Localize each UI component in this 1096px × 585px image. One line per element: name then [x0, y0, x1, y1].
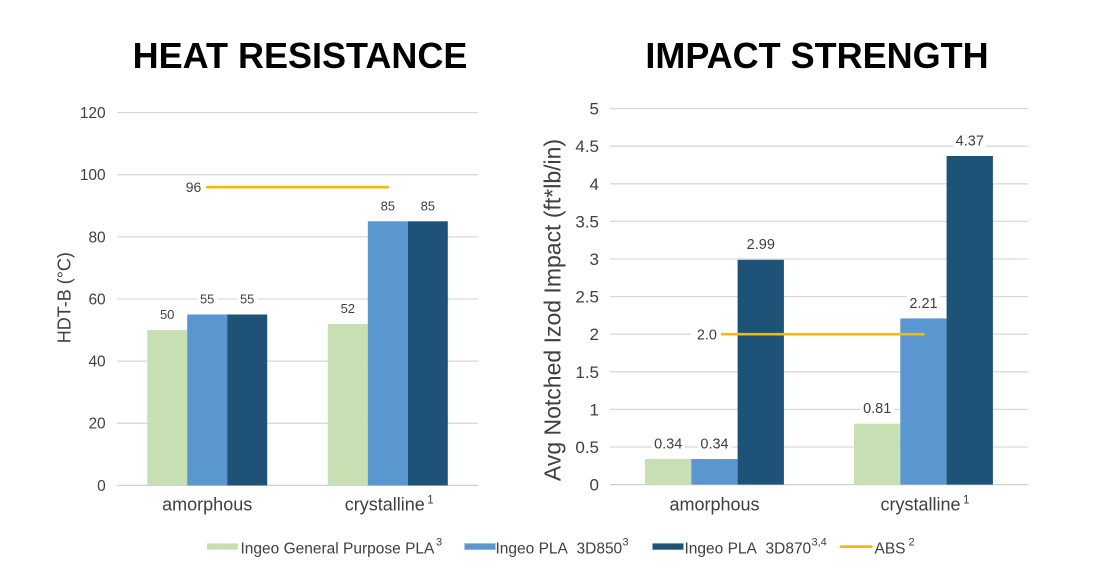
svg-text:1: 1 — [590, 400, 599, 419]
svg-text:HDT-B (°C): HDT-B (°C) — [54, 252, 74, 343]
svg-text:amorphous: amorphous — [162, 495, 252, 515]
svg-text:1.5: 1.5 — [575, 363, 599, 382]
svg-text:0.5: 0.5 — [575, 438, 599, 457]
svg-text:4.37: 4.37 — [956, 133, 984, 149]
svg-text:60: 60 — [88, 291, 106, 308]
svg-text:85: 85 — [381, 198, 395, 213]
svg-text:Avg Notched Izod Impact (ft*lb: Avg Notched Izod Impact (ft*lb/in) — [539, 139, 565, 481]
svg-text:55: 55 — [240, 292, 254, 307]
svg-text:85: 85 — [421, 198, 435, 213]
svg-text:3: 3 — [590, 250, 599, 269]
svg-text:2: 2 — [909, 537, 915, 549]
svg-text:50: 50 — [160, 307, 174, 322]
svg-text:crystalline: crystalline — [880, 494, 960, 514]
svg-text:ABS: ABS — [875, 541, 906, 558]
svg-text:0.34: 0.34 — [700, 436, 728, 452]
svg-text:2.21: 2.21 — [909, 296, 937, 312]
svg-text:4: 4 — [590, 175, 599, 194]
svg-text:2.99: 2.99 — [747, 237, 775, 253]
svg-text:40: 40 — [88, 354, 106, 371]
svg-text:IMPACT STRENGTH: IMPACT STRENGTH — [645, 35, 988, 76]
svg-text:5: 5 — [590, 100, 599, 119]
svg-text:80: 80 — [88, 229, 106, 246]
svg-text:3: 3 — [436, 537, 442, 549]
svg-text:Ingeo PLA 3D870: Ingeo PLA 3D870 — [685, 541, 812, 558]
svg-text:3,4: 3,4 — [812, 537, 827, 549]
svg-text:3.5: 3.5 — [575, 212, 599, 231]
svg-text:20: 20 — [88, 416, 106, 433]
svg-text:96: 96 — [186, 179, 202, 195]
svg-text:2.5: 2.5 — [575, 288, 599, 307]
svg-text:52: 52 — [341, 301, 355, 316]
svg-text:4.5: 4.5 — [575, 137, 599, 156]
svg-text:1: 1 — [963, 495, 969, 507]
svg-text:0: 0 — [590, 476, 599, 495]
svg-text:Ingeo General Purpose PLA: Ingeo General Purpose PLA — [241, 541, 436, 558]
svg-text:0.81: 0.81 — [863, 401, 891, 417]
svg-text:120: 120 — [80, 105, 106, 122]
svg-text:100: 100 — [80, 167, 106, 184]
svg-text:1: 1 — [427, 495, 433, 507]
svg-text:2.0: 2.0 — [697, 327, 717, 343]
svg-text:amorphous: amorphous — [669, 494, 759, 514]
svg-text:55: 55 — [200, 292, 214, 307]
svg-text:HEAT RESISTANCE: HEAT RESISTANCE — [133, 35, 468, 76]
svg-text:crystalline: crystalline — [345, 495, 425, 515]
svg-text:0: 0 — [97, 478, 106, 495]
svg-text:2: 2 — [590, 325, 599, 344]
svg-text:0.34: 0.34 — [654, 436, 682, 452]
svg-text:3: 3 — [623, 537, 629, 549]
svg-text:Ingeo PLA 3D850: Ingeo PLA 3D850 — [496, 541, 623, 558]
